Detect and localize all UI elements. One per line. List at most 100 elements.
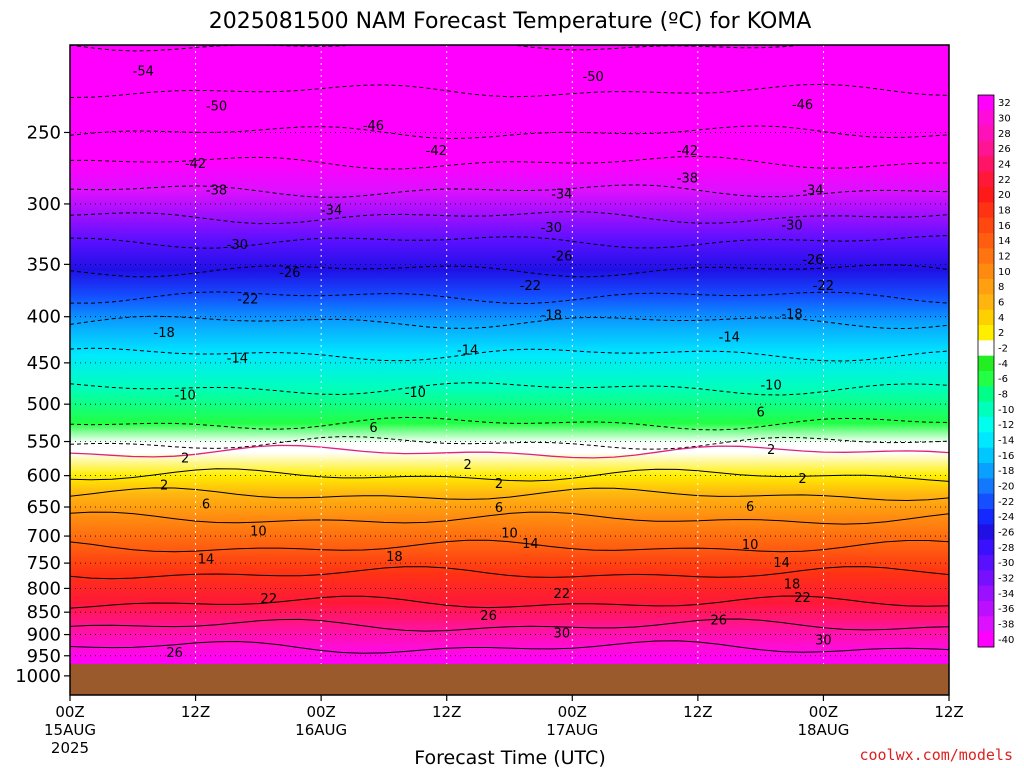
isotherm-label: -10 bbox=[174, 388, 195, 403]
pressure-tick-label: 500 bbox=[27, 394, 61, 415]
isotherm-label: 26 bbox=[166, 646, 183, 661]
isotherm-label: -14 bbox=[227, 351, 248, 366]
colorbar-label: 22 bbox=[998, 175, 1011, 186]
isotherm-line bbox=[70, 595, 949, 609]
time-tick-label: 12Z bbox=[432, 703, 461, 721]
time-tick-label: 2025 bbox=[51, 739, 89, 757]
temperature-field: -54 -50-50 -46-46-42-42-42-38-38 -34 -34-34-… bbox=[70, 45, 949, 695]
chart-title: 2025081500 NAM Forecast Temperature (ºC)… bbox=[209, 9, 812, 34]
colorbar-swatch bbox=[978, 217, 994, 234]
isotherm-label: 6 bbox=[495, 501, 503, 516]
colorbar-swatch bbox=[978, 202, 994, 219]
time-tick-label: 00Z bbox=[55, 703, 84, 721]
colorbar-swatch bbox=[978, 432, 994, 449]
colorbar-label: 32 bbox=[998, 98, 1011, 109]
isotherm-label: -10 bbox=[760, 379, 781, 394]
colorbar-label: 20 bbox=[998, 190, 1011, 201]
pressure-axis: 2503003504004505005506006507007508008509… bbox=[15, 122, 70, 687]
isotherm-line bbox=[70, 566, 949, 580]
colorbar-swatch bbox=[978, 631, 994, 648]
isotherm-label: -38 bbox=[206, 184, 227, 199]
isotherm-label: 14 bbox=[773, 556, 790, 571]
isotherm-label: -50 bbox=[206, 100, 227, 115]
isotherm-label: 14 bbox=[198, 552, 215, 567]
colorbar-label: -20 bbox=[998, 482, 1014, 493]
isotherm-label: 10 bbox=[742, 538, 759, 553]
colorbar-swatch bbox=[978, 616, 994, 633]
colorbar-label: -16 bbox=[998, 451, 1014, 462]
colorbar-swatch bbox=[978, 95, 994, 111]
isotherm-label: -26 bbox=[802, 253, 823, 268]
colorbar-label: -2 bbox=[998, 344, 1008, 355]
isotherm-line bbox=[70, 468, 949, 482]
colorbar-swatch bbox=[978, 279, 994, 295]
isotherm-label: -26 bbox=[279, 266, 300, 281]
colorbar-swatch bbox=[978, 248, 994, 265]
colorbar-label: -26 bbox=[998, 528, 1014, 539]
pressure-tick-label: 400 bbox=[27, 307, 61, 328]
colorbar-swatch bbox=[978, 524, 994, 541]
colorbar-label: 24 bbox=[998, 160, 1011, 171]
pressure-tick-label: 1000 bbox=[15, 666, 61, 687]
pressure-tick-label: 750 bbox=[27, 553, 61, 574]
pressure-tick-label: 600 bbox=[27, 466, 61, 487]
pressure-tick-label: 650 bbox=[27, 497, 61, 518]
isotherm-label: -18 bbox=[154, 326, 175, 341]
colorbar-label: -24 bbox=[998, 512, 1014, 523]
colorbar-label: 18 bbox=[998, 206, 1011, 217]
colorbar-swatch bbox=[978, 401, 994, 418]
pressure-tick-label: 800 bbox=[27, 578, 61, 599]
isotherm-line bbox=[70, 264, 949, 278]
isotherm-label: 2 bbox=[181, 451, 189, 466]
isotherm-label: -34 bbox=[802, 184, 823, 199]
colorbar-label: -10 bbox=[998, 405, 1014, 416]
colorbar-label: -18 bbox=[998, 466, 1014, 477]
time-tick-label: 16AUG bbox=[295, 721, 347, 739]
pressure-tick-label: 250 bbox=[27, 122, 61, 143]
isotherm-label: -10 bbox=[405, 386, 426, 401]
colorbar-swatch bbox=[978, 355, 994, 372]
colorbar-label: -8 bbox=[998, 390, 1008, 401]
isotherm-label: -26 bbox=[551, 249, 572, 264]
colorbar-label: 6 bbox=[998, 298, 1004, 309]
isotherm-label: -46 bbox=[363, 119, 384, 134]
colorbar-swatch bbox=[978, 263, 994, 280]
isotherm-label: 30 bbox=[554, 627, 571, 642]
pressure-tick-label: 700 bbox=[27, 526, 61, 547]
isotherm-label: 22 bbox=[554, 587, 571, 602]
colorbar-frame bbox=[977, 94, 995, 648]
isotherm-label: 14 bbox=[522, 537, 539, 552]
isotherm-label: -30 bbox=[781, 219, 802, 234]
colorbar-swatch bbox=[978, 141, 994, 157]
isotherm-line bbox=[70, 291, 949, 305]
pressure-tick-label: 450 bbox=[27, 353, 61, 374]
colorbar-label: -14 bbox=[998, 436, 1014, 447]
isotherm-line bbox=[70, 640, 949, 654]
isotherm-label: -42 bbox=[185, 157, 206, 172]
isotherm-label: -42 bbox=[426, 144, 447, 159]
plot-frame bbox=[69, 44, 950, 696]
colorbar-label: -32 bbox=[998, 574, 1014, 585]
credit-link[interactable]: coolwx.com/models bbox=[859, 746, 1013, 764]
isotherm-label: 2 bbox=[464, 458, 472, 473]
colorbar-label: 28 bbox=[998, 129, 1011, 140]
colorbar-label: -28 bbox=[998, 543, 1014, 554]
isotherm-label: 2 bbox=[798, 472, 806, 487]
colorbar-swatch bbox=[978, 171, 994, 188]
colorbar-label: 30 bbox=[998, 114, 1011, 125]
time-tick-label: 12Z bbox=[683, 703, 712, 721]
colorbar-swatch bbox=[978, 493, 994, 510]
colorbar-label: -4 bbox=[998, 359, 1008, 370]
time-tick-label: 00Z bbox=[306, 703, 335, 721]
colorbar-label: 14 bbox=[998, 236, 1011, 247]
colorbar-label: -12 bbox=[998, 420, 1014, 431]
pressure-tick-label: 300 bbox=[27, 194, 61, 215]
colorbar-swatch bbox=[978, 539, 994, 556]
isotherm-label: -50 bbox=[583, 70, 604, 85]
isotherm-label: 18 bbox=[386, 550, 403, 565]
isotherm-label: -34 bbox=[551, 188, 572, 203]
colorbar-label: -38 bbox=[998, 620, 1014, 631]
isotherm-label: -38 bbox=[677, 171, 698, 186]
isotherm-label: 6 bbox=[746, 500, 754, 515]
isotherm-label: -22 bbox=[237, 293, 258, 308]
